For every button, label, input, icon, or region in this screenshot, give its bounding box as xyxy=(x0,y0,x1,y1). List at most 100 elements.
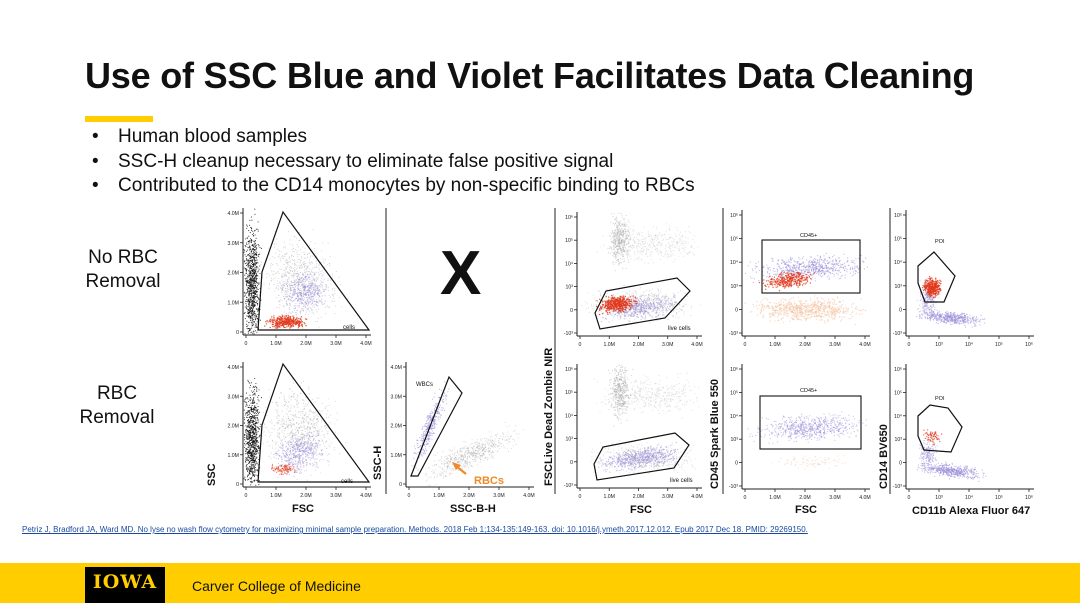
event-dot xyxy=(302,288,304,290)
event-dot xyxy=(480,459,482,461)
event-dot xyxy=(250,291,253,293)
event-dot xyxy=(304,430,306,433)
event-dot xyxy=(282,470,284,472)
event-dot xyxy=(308,421,310,423)
event-dot xyxy=(286,321,289,323)
event-dot xyxy=(286,470,288,472)
event-dot xyxy=(283,438,285,440)
event-dot xyxy=(470,446,472,448)
event-dot xyxy=(287,450,289,452)
event-dot xyxy=(247,437,249,439)
event-dot xyxy=(245,302,247,305)
event-dot xyxy=(244,312,246,314)
event-dot xyxy=(253,254,256,256)
x-tick-label: 3.0M xyxy=(493,493,505,499)
event-dot xyxy=(310,457,312,459)
event-dot xyxy=(288,420,290,422)
event-dot xyxy=(290,281,292,283)
event-dot xyxy=(445,457,447,459)
event-dot xyxy=(288,418,290,421)
event-dot xyxy=(275,272,277,275)
event-dot xyxy=(307,457,309,459)
event-dot xyxy=(294,410,297,412)
event-dot xyxy=(290,274,292,276)
event-dot xyxy=(296,397,298,399)
event-dot xyxy=(285,460,287,462)
event-dot xyxy=(245,450,247,452)
event-dot xyxy=(254,430,256,432)
event-dot xyxy=(275,447,277,449)
event-dot xyxy=(281,324,283,327)
event-dot xyxy=(290,296,292,298)
event-dot xyxy=(296,309,298,311)
event-dot xyxy=(303,466,305,468)
event-dot xyxy=(254,276,257,278)
title-accent-bar xyxy=(85,116,153,122)
event-dot xyxy=(251,390,253,392)
event-dot xyxy=(283,247,285,249)
event-dot xyxy=(297,246,299,248)
event-dot xyxy=(255,281,258,283)
event-dot xyxy=(324,289,327,291)
event-dot xyxy=(298,456,301,458)
event-dot xyxy=(496,444,498,446)
event-dot xyxy=(277,467,279,469)
event-dot xyxy=(285,452,287,454)
event-dot xyxy=(253,447,255,450)
event-dot xyxy=(284,293,286,295)
event-dot xyxy=(327,278,329,280)
event-dot xyxy=(443,471,445,473)
event-dot xyxy=(312,440,314,442)
event-dot xyxy=(319,472,321,474)
event-dot xyxy=(464,453,466,455)
event-dot xyxy=(450,449,452,451)
event-dot xyxy=(469,453,471,455)
event-dot xyxy=(247,253,249,256)
event-dot xyxy=(296,394,299,396)
event-dot xyxy=(299,449,301,451)
event-dot xyxy=(248,255,250,257)
event-dot xyxy=(287,426,289,428)
event-dot xyxy=(296,442,298,444)
event-dot xyxy=(249,384,252,386)
event-dot xyxy=(271,402,273,404)
event-dot xyxy=(251,427,253,429)
x-tick-label: 0 xyxy=(245,341,248,347)
event-dot xyxy=(247,290,249,292)
event-dot xyxy=(250,484,252,486)
event-dot xyxy=(286,466,288,468)
event-dot xyxy=(301,302,303,304)
event-dot xyxy=(272,323,274,326)
event-dot xyxy=(317,416,319,418)
event-dot xyxy=(298,427,300,429)
event-dot xyxy=(314,465,316,467)
event-dot xyxy=(290,457,292,459)
bullet-text: SSC-H cleanup necessary to eliminate fal… xyxy=(118,150,614,172)
event-dot xyxy=(298,430,300,432)
event-dot xyxy=(258,395,260,397)
event-dot xyxy=(256,294,258,296)
event-dot xyxy=(247,420,249,422)
event-dot xyxy=(252,391,254,393)
bullet-text: Contributed to the CD14 monocytes by non… xyxy=(118,175,695,196)
event-dot xyxy=(256,287,258,289)
event-dot xyxy=(283,450,285,452)
event-dot xyxy=(323,281,325,283)
event-dot xyxy=(318,264,320,266)
event-dot xyxy=(290,399,292,401)
event-dot xyxy=(453,469,455,471)
event-dot xyxy=(479,438,482,440)
event-dot xyxy=(248,303,250,305)
event-dot xyxy=(287,316,290,319)
event-dot xyxy=(252,402,254,404)
event-dot xyxy=(253,296,255,298)
event-dot xyxy=(311,462,313,464)
event-dot xyxy=(279,322,281,324)
event-dot xyxy=(301,277,303,279)
event-dot xyxy=(278,421,280,423)
event-dot xyxy=(298,283,301,285)
event-dot xyxy=(254,269,256,271)
event-dot xyxy=(443,476,445,478)
event-dot xyxy=(282,466,285,468)
event-dot xyxy=(326,454,328,456)
